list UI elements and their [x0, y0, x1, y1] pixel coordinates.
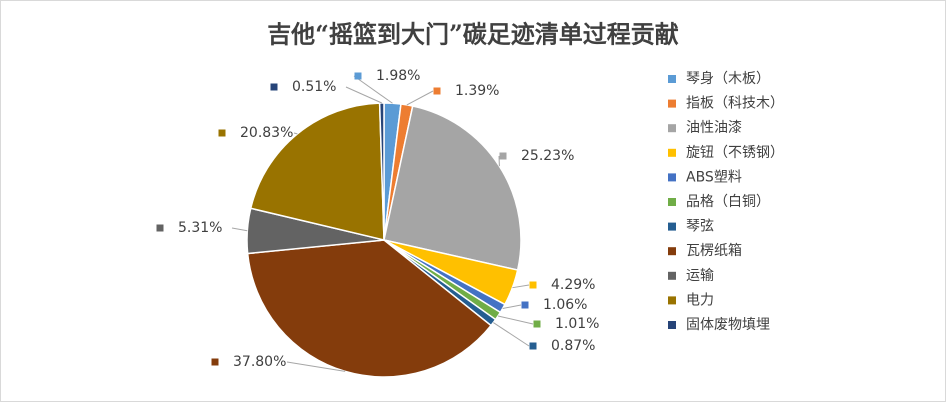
data-label: 0.51% [292, 79, 336, 95]
legend-marker [668, 124, 676, 133]
legend-label: 指板（科技木） [686, 96, 784, 112]
label-marker [499, 152, 507, 160]
data-label: 4.29% [551, 277, 595, 293]
legend-marker [668, 173, 676, 182]
data-label: 1.06% [543, 297, 587, 313]
pie-slice [378, 102, 385, 241]
legend-marker [668, 271, 676, 280]
leader-line [406, 90, 434, 106]
legend-marker [668, 148, 676, 157]
leader-line [353, 75, 393, 104]
legend-label: 油性油漆 [686, 120, 742, 136]
label-marker [218, 129, 226, 137]
legend-marker [668, 321, 676, 329]
leader-line [502, 304, 522, 309]
legend-marker [668, 75, 676, 83]
legend-label: 固体废物填埋 [686, 317, 770, 333]
data-label: 37.80% [233, 354, 286, 370]
legend-marker [668, 247, 676, 256]
data-label: 20.83% [240, 125, 293, 141]
pie-slice [249, 102, 385, 241]
legend-marker [668, 198, 676, 206]
legend-marker [668, 222, 676, 231]
data-label: 0.87% [551, 338, 595, 354]
label-marker [521, 301, 529, 309]
leader-line [293, 132, 298, 135]
legend-label: 琴身（木板） [686, 71, 770, 87]
data-label: 1.98% [376, 68, 420, 84]
leader-line [345, 86, 383, 104]
legend-label: 瓦楞纸箱 [686, 243, 742, 259]
legend-marker [668, 99, 676, 108]
chart-title: 吉他“摇篮到大门”碳足迹清单过程贡献 [267, 20, 679, 49]
leader-line [493, 322, 530, 347]
label-marker [156, 224, 164, 232]
label-marker [433, 87, 441, 95]
leader-line [231, 227, 248, 232]
pie-slice [383, 105, 522, 271]
label-marker [529, 281, 537, 289]
label-marker [354, 72, 362, 80]
legend-label: 电力 [686, 292, 714, 308]
label-marker [270, 83, 278, 91]
label-marker [211, 358, 219, 366]
label-marker [533, 320, 541, 328]
legend-label: 运输 [686, 268, 714, 284]
leader-line [497, 315, 534, 325]
legend-label: 琴弦 [686, 219, 714, 235]
data-label: 25.23% [521, 148, 574, 164]
legend-marker [668, 296, 676, 305]
legend-label: ABS塑料 [686, 169, 742, 185]
data-label: 5.31% [178, 220, 222, 236]
legend-label: 品格（白铜） [686, 194, 770, 210]
data-label: 1.39% [455, 83, 499, 99]
label-marker [529, 342, 537, 350]
leader-line [512, 284, 530, 289]
data-label: 1.01% [555, 316, 599, 332]
leader-line [286, 361, 346, 372]
legend-label: 旋钮（不锈钢） [686, 145, 784, 161]
